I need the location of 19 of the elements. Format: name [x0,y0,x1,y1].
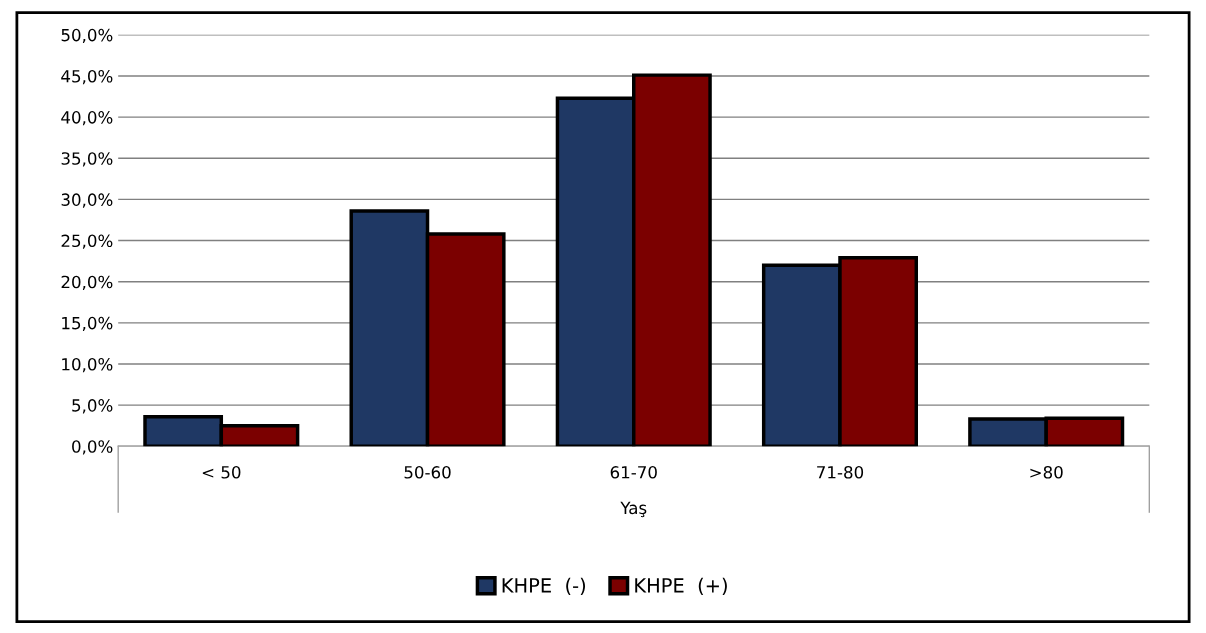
legend-label: KHPE (-) [502,577,586,596]
y-tick-label: 45,0% [61,69,113,85]
y-tick-label: 20,0% [61,275,113,290]
x-axis-title: Yaş [620,501,647,518]
y-tick-label: 35,0% [61,152,113,167]
y-tick-label: 30,0% [61,193,113,208]
y-tick-label: 0,0% [72,440,113,455]
y-tick-label: 40,0% [61,111,113,126]
x-tick-label: < 50 [202,466,241,479]
y-tick-label: 15,0% [62,316,113,332]
x-tick-label: >80 [1030,466,1063,479]
y-tick-label: 5,0% [72,399,113,414]
y-tick-label: 50,0% [61,28,113,44]
y-tick-label: 10,0% [62,357,113,373]
x-tick-label: 71-80 [817,466,864,479]
legend-label: KHPE (+) [635,577,727,596]
y-tick-label: 25,0% [61,234,113,249]
x-tick-label: 61-70 [610,466,657,479]
x-tick-label: 50-60 [404,466,451,479]
